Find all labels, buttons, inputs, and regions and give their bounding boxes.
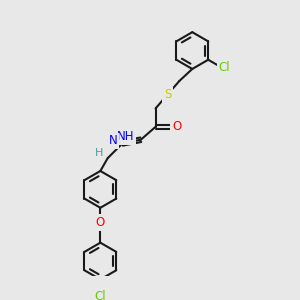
- Text: Cl: Cl: [94, 290, 106, 300]
- Text: NH: NH: [117, 130, 134, 143]
- Text: N: N: [109, 134, 118, 147]
- Text: O: O: [96, 216, 105, 229]
- Text: O: O: [172, 120, 181, 134]
- Text: Cl: Cl: [219, 61, 230, 74]
- Text: H: H: [95, 148, 104, 158]
- Text: S: S: [164, 88, 171, 101]
